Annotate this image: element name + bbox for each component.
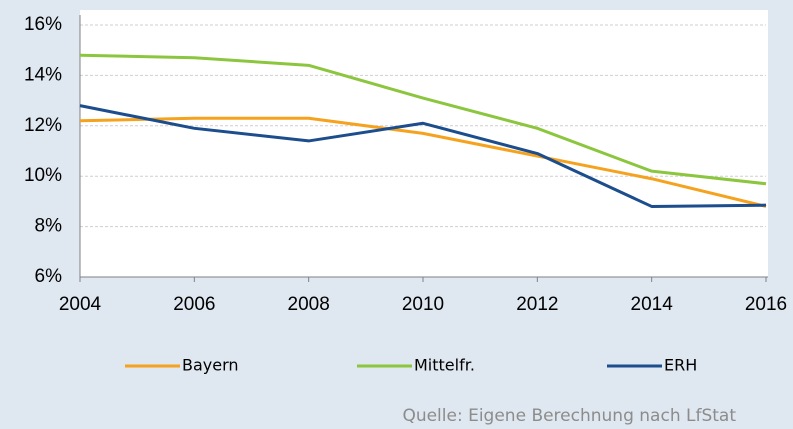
legend-label: Mittelfr.	[414, 356, 475, 375]
x-tick-label: 2012	[516, 294, 558, 315]
y-tick-label: 12%	[24, 115, 62, 136]
series-line	[79, 104, 767, 208]
series-line	[79, 53, 767, 186]
x-tick-label: 2014	[631, 294, 674, 315]
y-tick-label: 10%	[24, 165, 62, 186]
legend-label: Bayern	[182, 356, 239, 375]
source-note: Quelle: Eigene Berechnung nach LfStat	[402, 406, 736, 426]
y-tick-label: 8%	[35, 216, 63, 237]
y-tick-label: 16%	[24, 14, 62, 35]
legend-label: ERH	[664, 356, 697, 375]
x-tick-label: 2010	[402, 294, 444, 315]
x-tick-label: 2004	[59, 294, 102, 315]
y-tick-label: 14%	[24, 64, 62, 85]
x-tick-label: 2016	[745, 294, 787, 315]
y-tick-label: 6%	[35, 266, 63, 287]
plot-area	[80, 10, 768, 277]
x-tick-label: 2006	[173, 294, 215, 315]
series-line	[79, 116, 767, 208]
x-tick-label: 2008	[288, 294, 330, 315]
